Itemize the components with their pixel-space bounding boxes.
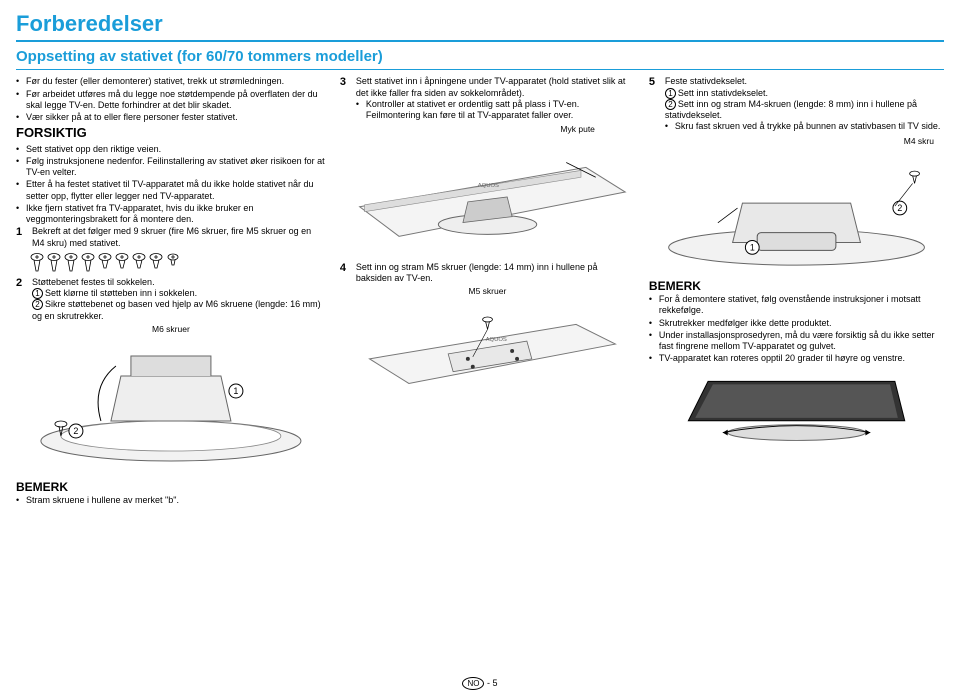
- step-number: 4: [340, 262, 350, 285]
- note-item: Under installasjonsprosedyren, må du vær…: [649, 330, 944, 353]
- intro-item: Før arbeidet utføres må du legge noe stø…: [16, 89, 326, 112]
- svg-text:AQUOS: AQUOS: [485, 337, 506, 343]
- screw-icons: [30, 253, 326, 273]
- column-3: 5 Feste stativdekselet. 1Sett inn stativ…: [649, 76, 944, 507]
- step-2-head: Støttebenet festes til sokkelen.: [32, 277, 326, 288]
- column-2: 3 Sett stativet inn i åpningene under TV…: [340, 76, 635, 507]
- note-list-3: For å demontere stativet, følg ovenståen…: [649, 294, 944, 365]
- circled-2-icon: 2: [32, 299, 43, 310]
- step-5-head: Feste stativdekselet.: [665, 76, 944, 87]
- note-heading: BEMERK: [649, 279, 944, 294]
- stand-diagram-icon: 1 2: [16, 336, 326, 466]
- circled-1-icon: 1: [665, 88, 676, 99]
- note-list: Stram skruene i hullene av merket "b".: [16, 495, 326, 506]
- column-1: Før du fester (eller demonterer) stative…: [16, 76, 326, 507]
- step-1-text: Bekreft at det følger med 9 skruer (fire…: [32, 226, 326, 249]
- step-number: 5: [649, 76, 659, 133]
- tv-insert-figure: AQUOS: [340, 137, 635, 252]
- tv-rotate-icon: [649, 371, 944, 443]
- caution-item: Ikke fjern stativet fra TV-apparatet, hv…: [16, 203, 326, 226]
- svg-text:1: 1: [750, 242, 755, 252]
- screw-icon: [149, 253, 163, 273]
- screw-icon: [47, 253, 61, 273]
- screw-icon: [98, 253, 112, 273]
- note-item: Stram skruene i hullene av merket "b".: [16, 495, 326, 506]
- tv-rotate-figure: [649, 371, 944, 443]
- step-3-bullet: Kontroller at stativet er ordentlig satt…: [356, 99, 635, 122]
- step-2: 2 Støttebenet festes til sokkelen. 1Sett…: [16, 277, 326, 322]
- screw-icon: [64, 253, 78, 273]
- screw-icon: [81, 253, 95, 273]
- step-2a: 1Sett klørne til støtteben inn i sokkele…: [32, 288, 326, 299]
- step-5-bullet: Skru fast skruen ved å trykke på bunnen …: [665, 121, 944, 132]
- screw-icon: [132, 253, 146, 273]
- caution-heading: FORSIKTIG: [16, 125, 326, 141]
- step-3-bullets: Kontroller at stativet er ordentlig satt…: [356, 99, 635, 122]
- language-badge: NO: [462, 677, 484, 690]
- caution-item: Sett stativet opp den riktige veien.: [16, 144, 326, 155]
- tv-back-figure: AQUOS: [340, 299, 635, 399]
- note-item: TV-apparatet kan roteres opptil 20 grade…: [649, 353, 944, 364]
- screw-icon: [30, 253, 44, 273]
- m5-label: M5 skruer: [340, 286, 635, 297]
- stand-assembly-figure: 1 2: [16, 336, 326, 466]
- step-number: 2: [16, 277, 26, 322]
- note-heading: BEMERK: [16, 480, 326, 495]
- stand-cover-icon: 1 2: [649, 148, 944, 273]
- m4-label: M4 skru: [649, 136, 944, 147]
- svg-text:2: 2: [897, 203, 902, 213]
- tv-back-icon: AQUOS: [340, 299, 635, 399]
- step-2-body: Støttebenet festes til sokkelen. 1Sett k…: [32, 277, 326, 322]
- svg-text:AQUOS: AQUOS: [478, 183, 499, 189]
- tv-lying-icon: AQUOS: [340, 137, 635, 252]
- screw-icon: [115, 253, 129, 273]
- step-2b: 2Sikre støttebenet og basen ved hjelp av…: [32, 299, 326, 322]
- step-4-text: Sett inn og stram M5 skruer (lengde: 14 …: [356, 262, 635, 285]
- intro-item: Før du fester (eller demonterer) stative…: [16, 76, 326, 87]
- caution-list: Sett stativet opp den riktige veien. Føl…: [16, 144, 326, 226]
- step-3-text: Sett stativet inn i åpningene under TV-a…: [356, 76, 635, 99]
- step-5-body: Feste stativdekselet. 1Sett inn stativde…: [665, 76, 944, 133]
- step-3-body: Sett stativet inn i åpningene under TV-a…: [356, 76, 635, 122]
- page-title: Forberedelser: [16, 10, 944, 40]
- intro-item: Vær sikker på at to eller flere personer…: [16, 112, 326, 123]
- caution-item: Følg instruksjonene nedenfor. Feilinstal…: [16, 156, 326, 179]
- circled-2-icon: 2: [665, 99, 676, 110]
- step-5: 5 Feste stativdekselet. 1Sett inn stativ…: [649, 76, 944, 133]
- step-number: 3: [340, 76, 350, 122]
- svg-text:2: 2: [73, 426, 78, 436]
- step-3: 3 Sett stativet inn i åpningene under TV…: [340, 76, 635, 122]
- step-5a: 1Sett inn stativdekselet.: [665, 88, 944, 99]
- step-5-bullets: Skru fast skruen ved å trykke på bunnen …: [665, 121, 944, 132]
- caution-item: Etter å ha festet stativet til TV-appara…: [16, 179, 326, 202]
- circled-1-icon: 1: [32, 288, 43, 299]
- stand-cover-figure: 1 2: [649, 148, 944, 273]
- step-1: 1 Bekreft at det følger med 9 skruer (fi…: [16, 226, 326, 249]
- page-number: - 5: [487, 678, 498, 688]
- soft-cushion-label: Myk pute: [340, 124, 635, 135]
- note-item: For å demontere stativet, følg ovenståen…: [649, 294, 944, 317]
- page-footer: NO - 5: [0, 677, 960, 690]
- title-container: Forberedelser: [16, 10, 944, 42]
- intro-list: Før du fester (eller demonterer) stative…: [16, 76, 326, 123]
- step-5b: 2Sett inn og stram M4-skruen (lengde: 8 …: [665, 99, 944, 122]
- m6-label: M6 skruer: [16, 324, 326, 335]
- screw-icon: [166, 253, 180, 273]
- step-4: 4 Sett inn og stram M5 skruer (lengde: 1…: [340, 262, 635, 285]
- note-item: Skrutrekker medfølger ikke dette produkt…: [649, 318, 944, 329]
- page-subtitle: Oppsetting av stativet (for 60/70 tommer…: [16, 46, 944, 71]
- svg-text:1: 1: [233, 386, 238, 396]
- step-number: 1: [16, 226, 26, 249]
- main-columns: Før du fester (eller demonterer) stative…: [16, 76, 944, 507]
